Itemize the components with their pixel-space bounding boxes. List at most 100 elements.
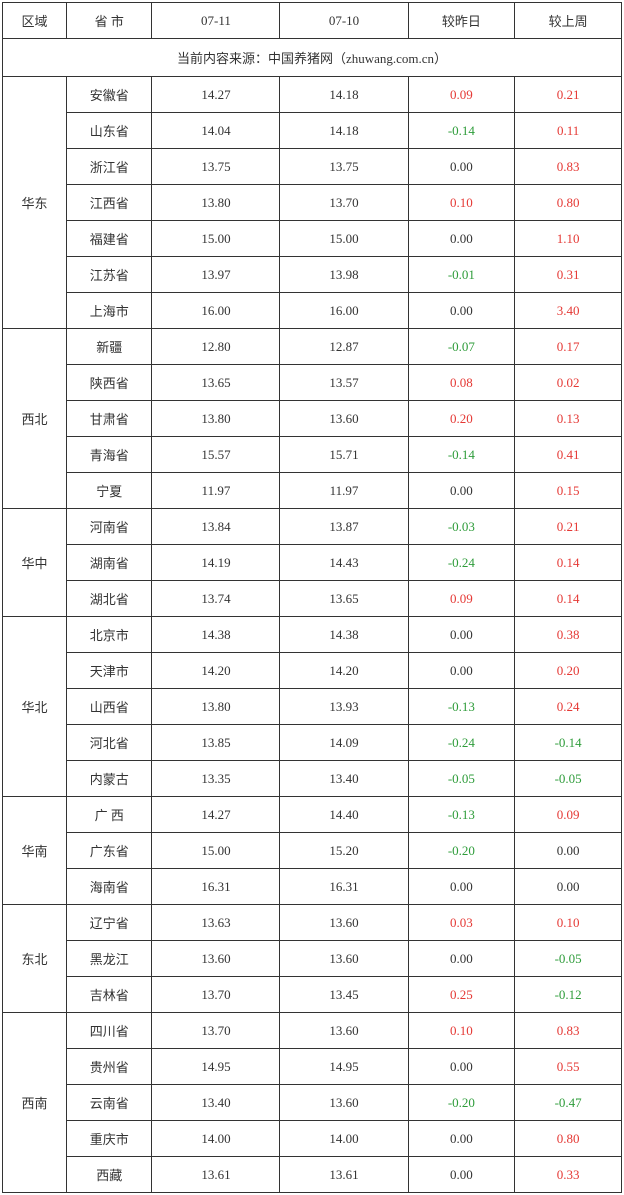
change-week-cell: 0.80 — [515, 185, 622, 221]
change-day-cell: -0.05 — [408, 761, 515, 797]
value-d1-cell: 13.97 — [152, 257, 280, 293]
header-date2: 07-10 — [280, 3, 408, 39]
value-d1-cell: 11.97 — [152, 473, 280, 509]
value-d2-cell: 13.60 — [280, 401, 408, 437]
value-d1-cell: 13.60 — [152, 941, 280, 977]
province-cell: 贵州省 — [67, 1049, 152, 1085]
value-d1-cell: 14.27 — [152, 797, 280, 833]
change-week-cell: 0.80 — [515, 1121, 622, 1157]
table-row: 宁夏11.9711.970.000.15 — [3, 473, 622, 509]
region-cell: 华北 — [3, 617, 67, 797]
price-table: 区域 省 市 07-11 07-10 较昨日 较上周 当前内容来源：中国养猪网（… — [2, 2, 622, 1193]
change-day-cell: 0.08 — [408, 365, 515, 401]
change-week-cell: 0.21 — [515, 509, 622, 545]
value-d1-cell: 13.70 — [152, 1013, 280, 1049]
value-d2-cell: 14.18 — [280, 77, 408, 113]
value-d2-cell: 14.00 — [280, 1121, 408, 1157]
table-row: 江苏省13.9713.98-0.010.31 — [3, 257, 622, 293]
province-cell: 陕西省 — [67, 365, 152, 401]
value-d2-cell: 15.00 — [280, 221, 408, 257]
change-day-cell: 0.00 — [408, 941, 515, 977]
value-d1-cell: 13.80 — [152, 689, 280, 725]
value-d1-cell: 13.80 — [152, 401, 280, 437]
value-d2-cell: 13.60 — [280, 1013, 408, 1049]
change-day-cell: 0.00 — [408, 869, 515, 905]
change-week-cell: 0.10 — [515, 905, 622, 941]
value-d2-cell: 13.60 — [280, 1085, 408, 1121]
change-day-cell: -0.13 — [408, 689, 515, 725]
change-day-cell: -0.01 — [408, 257, 515, 293]
change-day-cell: -0.20 — [408, 833, 515, 869]
province-cell: 青海省 — [67, 437, 152, 473]
value-d2-cell: 13.87 — [280, 509, 408, 545]
change-week-cell: 3.40 — [515, 293, 622, 329]
province-cell: 广东省 — [67, 833, 152, 869]
value-d2-cell: 13.65 — [280, 581, 408, 617]
region-cell: 华东 — [3, 77, 67, 329]
province-cell: 甘肃省 — [67, 401, 152, 437]
province-cell: 海南省 — [67, 869, 152, 905]
province-cell: 宁夏 — [67, 473, 152, 509]
value-d1-cell: 13.70 — [152, 977, 280, 1013]
change-day-cell: 0.10 — [408, 185, 515, 221]
value-d1-cell: 15.00 — [152, 833, 280, 869]
change-week-cell: -0.14 — [515, 725, 622, 761]
value-d2-cell: 15.20 — [280, 833, 408, 869]
table-row: 华东安徽省14.2714.180.090.21 — [3, 77, 622, 113]
change-day-cell: 0.00 — [408, 653, 515, 689]
value-d2-cell: 16.00 — [280, 293, 408, 329]
change-week-cell: 0.38 — [515, 617, 622, 653]
table-row: 天津市14.2014.200.000.20 — [3, 653, 622, 689]
table-row: 西南四川省13.7013.600.100.83 — [3, 1013, 622, 1049]
value-d2-cell: 15.71 — [280, 437, 408, 473]
change-day-cell: 0.09 — [408, 581, 515, 617]
province-cell: 内蒙古 — [67, 761, 152, 797]
province-cell: 辽宁省 — [67, 905, 152, 941]
value-d1-cell: 13.85 — [152, 725, 280, 761]
value-d1-cell: 14.95 — [152, 1049, 280, 1085]
province-cell: 安徽省 — [67, 77, 152, 113]
value-d2-cell: 14.18 — [280, 113, 408, 149]
change-week-cell: 0.55 — [515, 1049, 622, 1085]
table-row: 华南广 西14.2714.40-0.130.09 — [3, 797, 622, 833]
change-week-cell: 0.00 — [515, 833, 622, 869]
value-d1-cell: 13.61 — [152, 1157, 280, 1193]
province-cell: 吉林省 — [67, 977, 152, 1013]
header-date1: 07-11 — [152, 3, 280, 39]
change-week-cell: 0.14 — [515, 581, 622, 617]
source-row: 当前内容来源：中国养猪网（zhuwang.com.cn） — [3, 39, 622, 77]
value-d1-cell: 13.65 — [152, 365, 280, 401]
change-day-cell: 0.00 — [408, 149, 515, 185]
table-row: 云南省13.4013.60-0.20-0.47 — [3, 1085, 622, 1121]
header-vs-lastweek: 较上周 — [515, 3, 622, 39]
change-week-cell: 0.14 — [515, 545, 622, 581]
table-row: 东北辽宁省13.6313.600.030.10 — [3, 905, 622, 941]
change-day-cell: -0.14 — [408, 113, 515, 149]
source-text: 当前内容来源：中国养猪网（zhuwang.com.cn） — [3, 39, 622, 77]
value-d1-cell: 15.00 — [152, 221, 280, 257]
region-cell: 西南 — [3, 1013, 67, 1193]
change-day-cell: 0.20 — [408, 401, 515, 437]
change-day-cell: 0.10 — [408, 1013, 515, 1049]
change-week-cell: 0.13 — [515, 401, 622, 437]
province-cell: 山东省 — [67, 113, 152, 149]
change-day-cell: -0.20 — [408, 1085, 515, 1121]
table-row: 湖北省13.7413.650.090.14 — [3, 581, 622, 617]
change-day-cell: 0.00 — [408, 617, 515, 653]
table-row: 黑龙江13.6013.600.00-0.05 — [3, 941, 622, 977]
table-row: 华中河南省13.8413.87-0.030.21 — [3, 509, 622, 545]
value-d1-cell: 12.80 — [152, 329, 280, 365]
change-week-cell: 0.11 — [515, 113, 622, 149]
value-d2-cell: 13.75 — [280, 149, 408, 185]
province-cell: 江苏省 — [67, 257, 152, 293]
header-row: 区域 省 市 07-11 07-10 较昨日 较上周 — [3, 3, 622, 39]
value-d1-cell: 15.57 — [152, 437, 280, 473]
table-row: 西北新疆12.8012.87-0.070.17 — [3, 329, 622, 365]
province-cell: 广 西 — [67, 797, 152, 833]
change-week-cell: 0.31 — [515, 257, 622, 293]
header-province: 省 市 — [67, 3, 152, 39]
change-week-cell: -0.47 — [515, 1085, 622, 1121]
change-week-cell: 0.41 — [515, 437, 622, 473]
change-day-cell: 0.00 — [408, 473, 515, 509]
change-week-cell: -0.05 — [515, 761, 622, 797]
